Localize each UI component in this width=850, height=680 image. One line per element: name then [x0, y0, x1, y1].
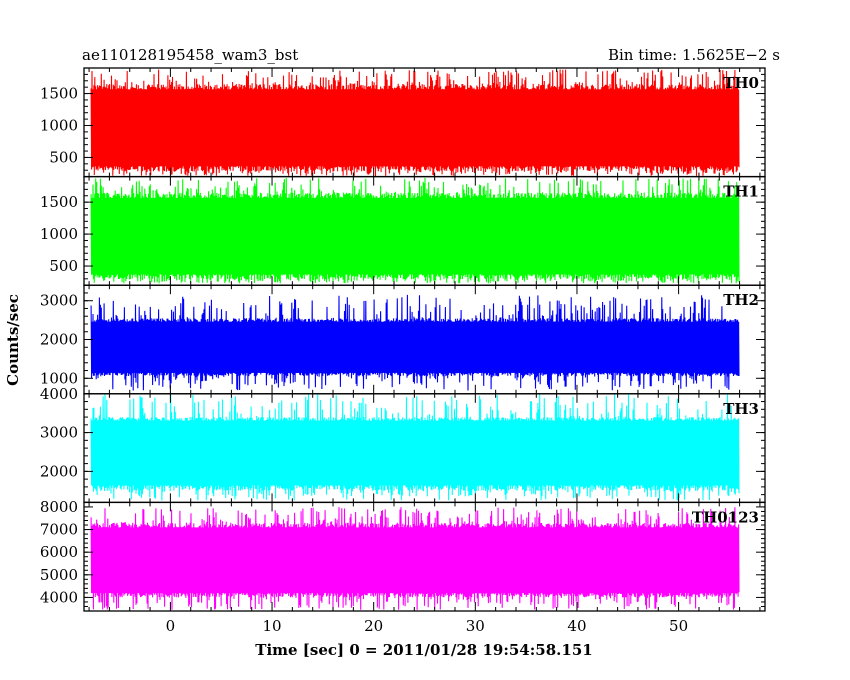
y-tick-label: 3000	[40, 292, 78, 310]
series-th0-band	[91, 89, 739, 167]
y-tick-label: 5000	[40, 566, 78, 584]
y-tick-label: 1500	[40, 85, 78, 103]
y-tick-label: 1000	[40, 116, 78, 134]
y-tick-label: 1500	[40, 193, 78, 211]
panel-th2-label: TH2	[723, 291, 759, 309]
series-th1-band	[91, 197, 739, 275]
bin-time-label: Bin time: 1.5625E−2 s	[608, 46, 780, 64]
panels-group: 50010001500TH050010001500TH1100020003000…	[40, 67, 766, 635]
y-tick-label: 4000	[40, 385, 78, 403]
x-tick-label: 30	[466, 617, 485, 635]
series-th2-band	[91, 321, 739, 373]
x-tick-label: 0	[166, 617, 176, 635]
x-tick-label: 50	[669, 617, 688, 635]
panel-th0-label: TH0	[723, 74, 759, 92]
y-tick-label: 3000	[40, 424, 78, 442]
x-tick-label: 20	[364, 617, 383, 635]
y-tick-label: 7000	[40, 521, 78, 539]
y-tick-label: 4000	[40, 588, 78, 606]
x-tick-label: 40	[567, 617, 586, 635]
y-tick-label: 500	[49, 148, 78, 166]
x-tick-label: 10	[262, 617, 281, 635]
y-tick-label: 1000	[40, 369, 78, 387]
y-tick-label: 6000	[40, 543, 78, 561]
y-tick-label: 2000	[40, 331, 78, 349]
y-tick-label: 8000	[40, 498, 78, 516]
chart-title: ae110128195458_wam3_bst	[82, 46, 298, 64]
y-tick-label: 2000	[40, 462, 78, 480]
y-tick-label: 500	[49, 257, 78, 275]
series-th0123-band	[91, 527, 739, 594]
panel-th3-label: TH3	[723, 400, 759, 418]
x-axis-title: Time [sec] 0 = 2011/01/28 19:54:58.151	[255, 641, 592, 659]
y-tick-label: 1000	[40, 225, 78, 243]
panel-th1-label: TH1	[723, 183, 759, 201]
series-th3-band	[91, 420, 739, 486]
y-axis-title: Counts/sec	[4, 294, 22, 386]
panel-th0123-label: TH0123	[692, 508, 759, 526]
